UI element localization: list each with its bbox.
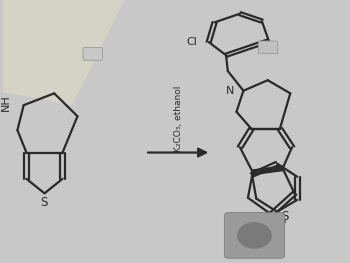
Text: S: S (281, 210, 288, 224)
FancyBboxPatch shape (258, 41, 278, 54)
Text: Cl: Cl (187, 37, 197, 47)
Polygon shape (3, 0, 124, 105)
Text: N: N (226, 86, 234, 96)
Text: S: S (278, 214, 285, 227)
Text: NH: NH (1, 95, 10, 112)
Text: K₂CO₃, ethanol: K₂CO₃, ethanol (174, 85, 183, 151)
FancyBboxPatch shape (224, 213, 285, 258)
Circle shape (238, 223, 271, 248)
FancyBboxPatch shape (83, 48, 103, 60)
Text: S: S (40, 196, 48, 209)
